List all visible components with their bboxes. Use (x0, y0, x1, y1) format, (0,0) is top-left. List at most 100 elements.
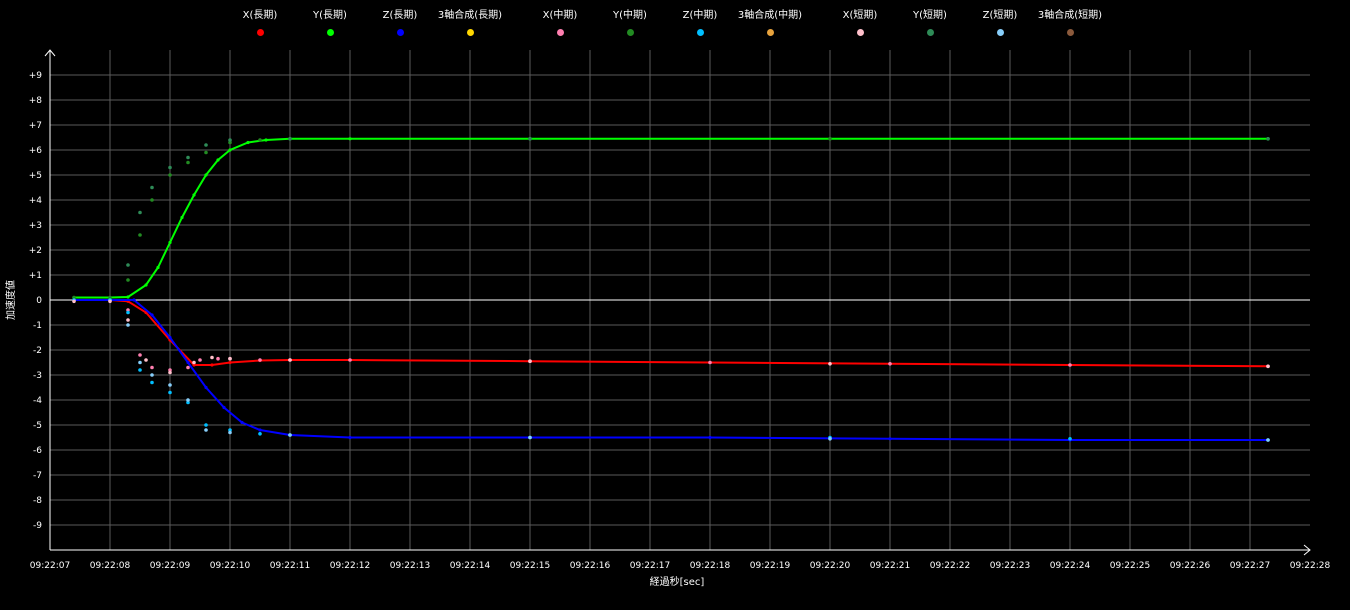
x-tick-label: 09:22:07 (30, 561, 70, 571)
series-point (708, 435, 712, 440)
series-point (126, 310, 130, 315)
y-tick-label: -2 (33, 346, 42, 356)
legend-item: Y(中期) (575, 10, 685, 36)
series-point (138, 360, 142, 365)
series-point (1068, 363, 1072, 367)
legend-marker (326, 29, 334, 36)
series-point (168, 335, 172, 340)
series-point (216, 356, 220, 361)
series-point (132, 298, 136, 302)
series-point (108, 299, 112, 304)
chart-grid (50, 50, 1310, 551)
legend-item: X(長期) (205, 10, 315, 36)
legend-label: 3軸合成(長期) (437, 10, 503, 21)
x-tick-label: 09:22:08 (90, 561, 131, 571)
series-point (156, 265, 160, 270)
series-point (828, 137, 832, 141)
series-point (888, 362, 892, 366)
series-point (204, 385, 208, 390)
legend-label: Z(中期) (682, 10, 718, 21)
legend-label: Y(中期) (613, 10, 647, 21)
chart-series (72, 137, 1270, 442)
series-point (258, 358, 262, 362)
series-point (204, 143, 208, 147)
series-point (228, 148, 232, 152)
y-tick-label: -5 (33, 421, 42, 431)
legend-item: Y(長期) (275, 10, 385, 36)
series-point (258, 432, 262, 436)
series-point (126, 318, 130, 322)
series-point (228, 428, 232, 432)
x-tick-label: 09:22:13 (390, 561, 430, 571)
series-point (348, 358, 352, 362)
y-tick-label: -6 (33, 446, 42, 456)
series-point (180, 215, 184, 220)
series-point (186, 160, 190, 165)
series-point (126, 295, 130, 299)
series-point (138, 233, 142, 237)
series-point (228, 360, 232, 365)
series-point (210, 363, 214, 367)
legend-item: X(短期) (805, 10, 915, 36)
y-axis-arrow (44, 49, 56, 57)
legend-marker (856, 29, 864, 36)
legend-marker (996, 29, 1004, 36)
series-point (348, 435, 352, 440)
series-point (288, 433, 292, 437)
legend-label: Z(短期) (982, 10, 1018, 21)
series-point (1068, 437, 1072, 441)
series-point (204, 150, 208, 155)
series-point (168, 240, 172, 245)
x-tick-label: 09:22:14 (450, 561, 491, 571)
series-point (168, 368, 172, 372)
series-point (228, 356, 232, 361)
legend-item: X(中期) (505, 10, 615, 36)
series-point (204, 423, 208, 427)
series-point (186, 398, 190, 402)
series-point (228, 138, 232, 142)
series-point (168, 390, 172, 395)
x-tick-label: 09:22:21 (870, 561, 910, 571)
series-point (126, 263, 130, 267)
x-tick-label: 09:22:09 (150, 561, 191, 571)
x-tick-label: 09:22:17 (630, 561, 670, 571)
legend-marker (696, 29, 704, 36)
series-point (72, 295, 76, 300)
x-tick-label: 09:22:23 (990, 561, 1030, 571)
y-tick-label: -9 (33, 521, 42, 531)
chart-tick-labels: 09:22:07 09:22:08 09:22:09 09:22:10 09:22:11… (29, 71, 1331, 571)
legend-label: 3軸合成(中期) (737, 10, 803, 21)
legend-marker (766, 29, 774, 36)
legend-marker (556, 29, 564, 36)
y-tick-label: +2 (29, 246, 42, 256)
legend-marker (1066, 29, 1074, 36)
legend-label: X(中期) (542, 10, 578, 21)
series-point (228, 140, 232, 145)
y-tick-label: +9 (29, 71, 43, 81)
series-point (210, 355, 214, 360)
series-point (72, 299, 76, 304)
series-point (222, 405, 226, 410)
x-tick-label: 09:22:12 (330, 561, 370, 571)
series-point (168, 370, 172, 375)
y-tick-label: +3 (29, 221, 42, 231)
legend-item: Z(中期) (645, 10, 755, 36)
series-point (288, 358, 292, 362)
y-tick-label: +4 (29, 196, 43, 206)
series-point (168, 165, 172, 170)
series-point (138, 353, 142, 357)
legend-item: Z(長期) (345, 10, 455, 36)
series-point (192, 363, 196, 367)
series-point (1266, 438, 1270, 442)
legend-marker (396, 29, 404, 36)
x-tick-label: 09:22:11 (270, 561, 310, 571)
x-tick-label: 09:22:22 (930, 561, 970, 571)
series-line (74, 299, 1268, 441)
series-point (138, 368, 142, 372)
series-point (144, 283, 148, 287)
x-axis-title: 経過秒[sec] (650, 575, 705, 588)
x-tick-label: 09:22:28 (1290, 561, 1331, 571)
x-tick-label: 09:22:16 (570, 561, 611, 571)
series-point (828, 437, 832, 441)
legend-label: Y(短期) (913, 10, 947, 21)
